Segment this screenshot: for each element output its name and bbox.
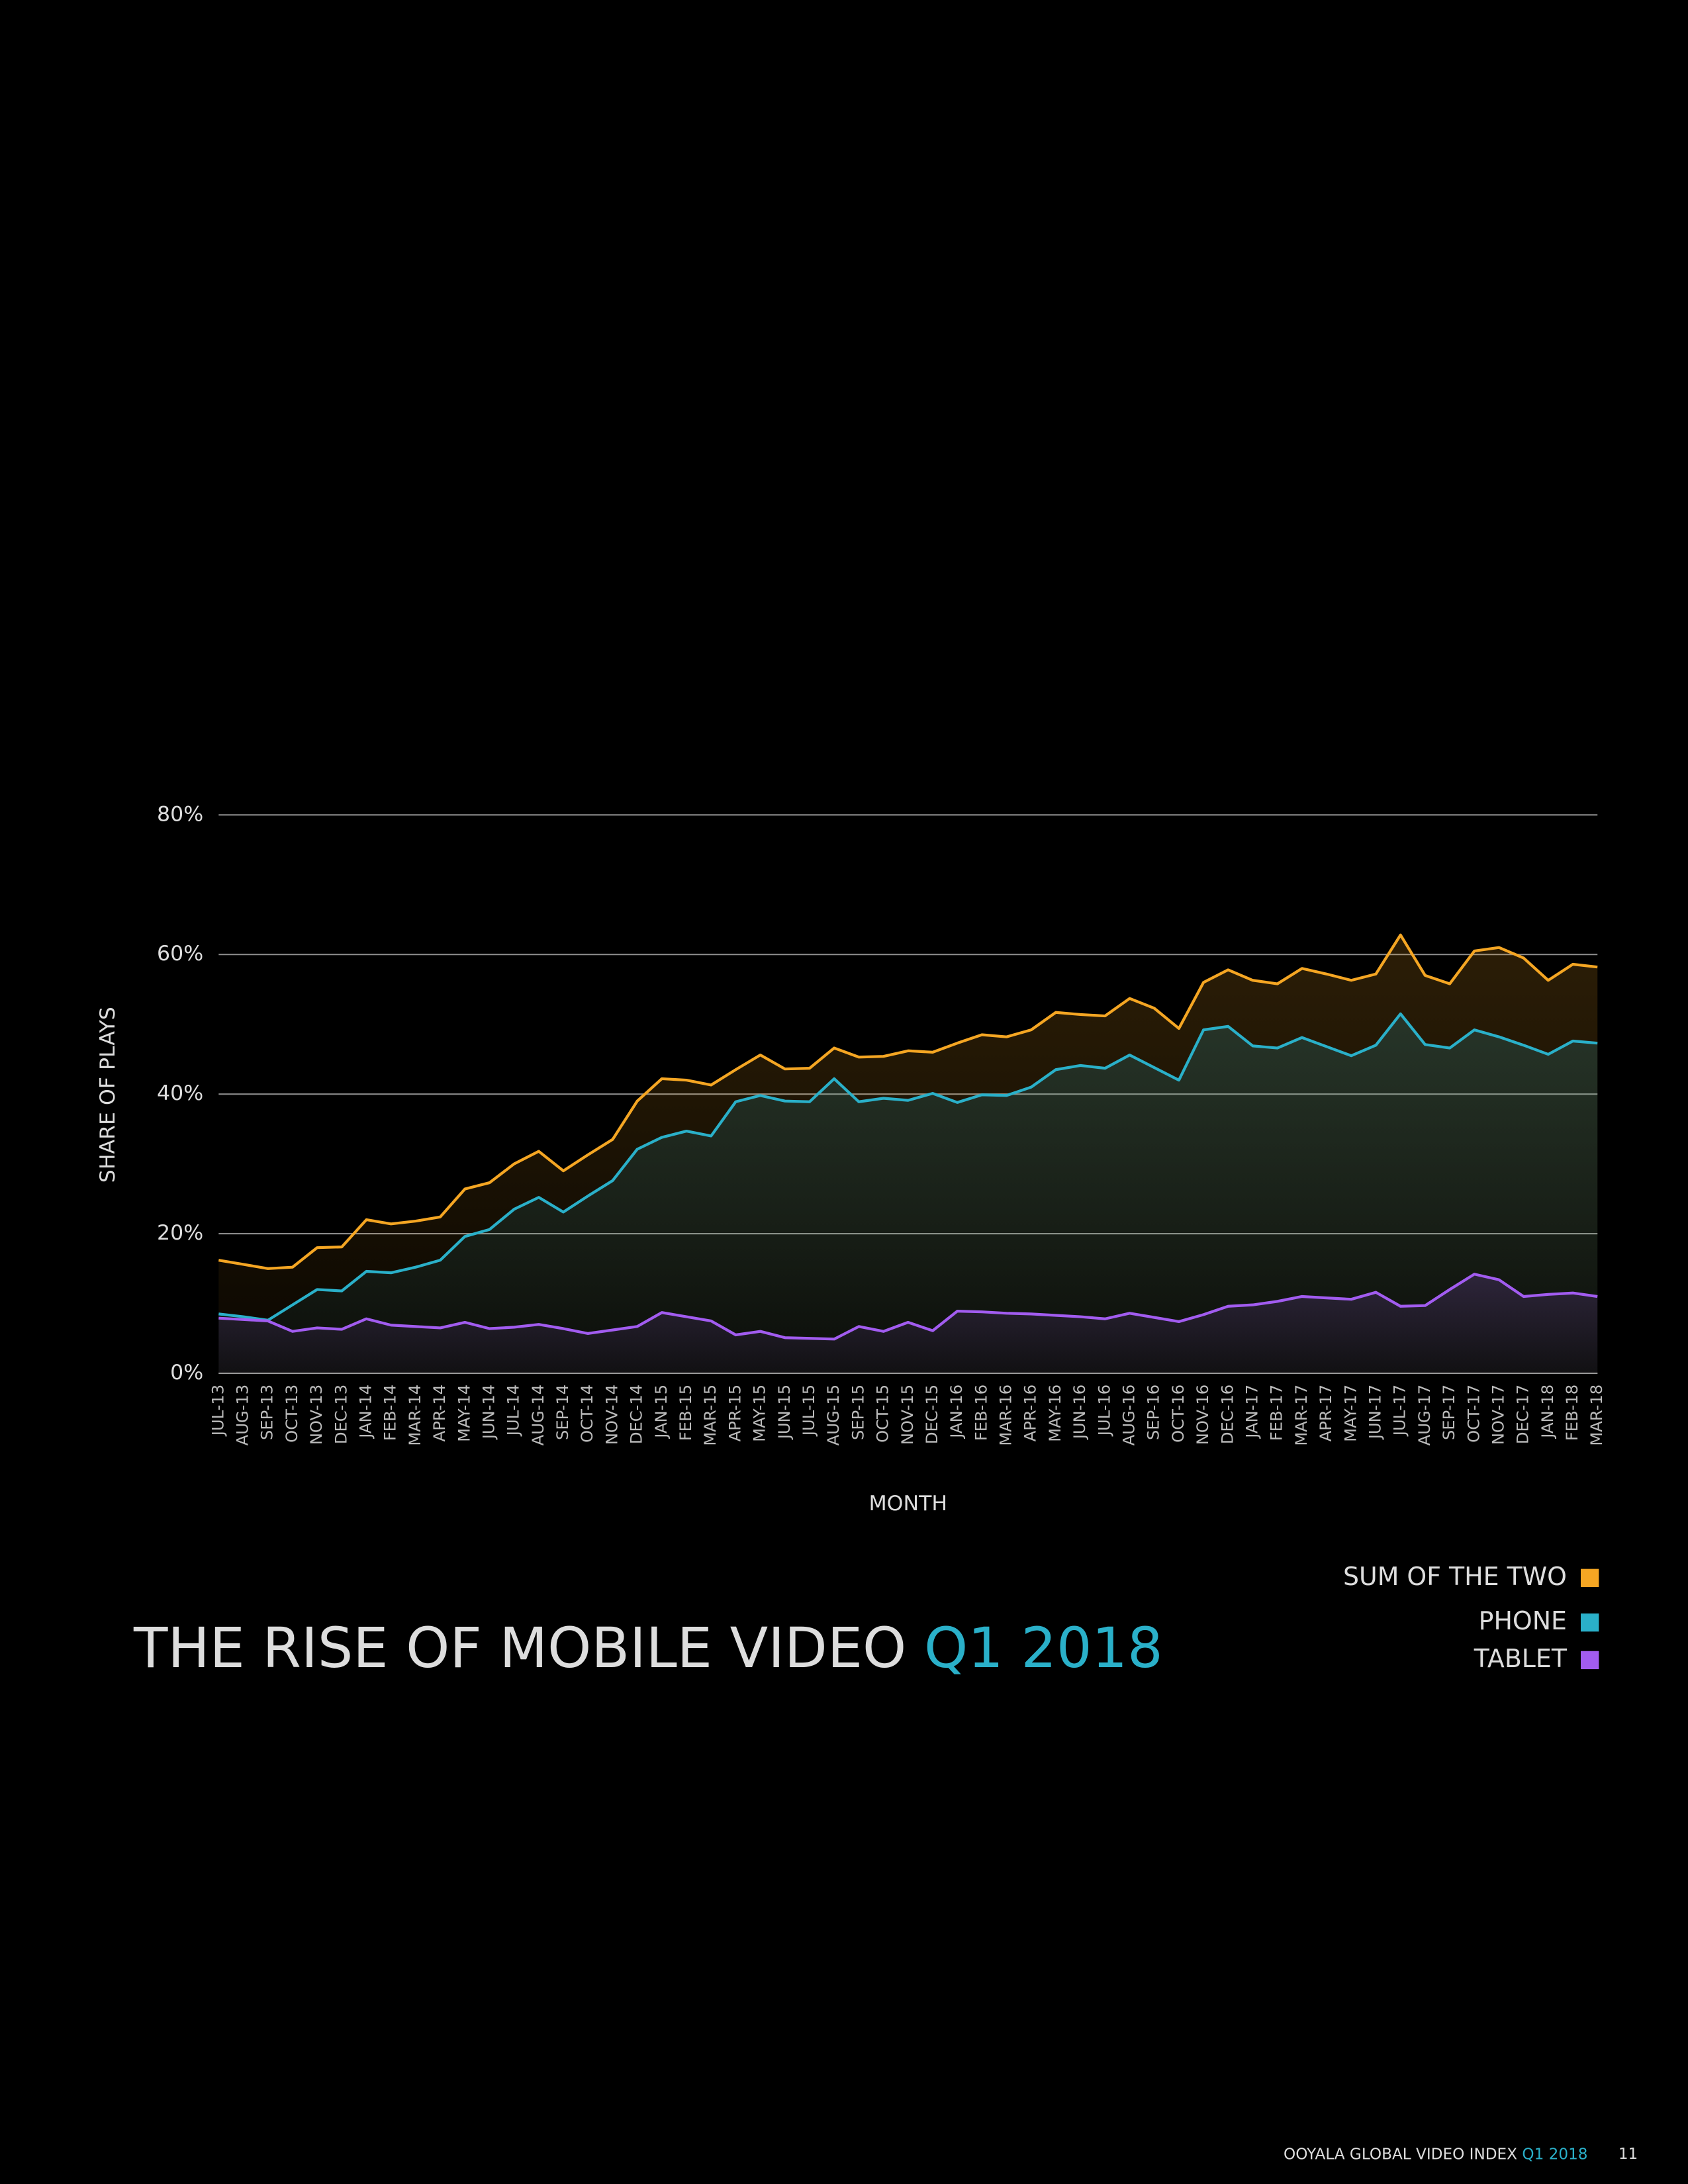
x-tick-label: OCT-13 [283,1385,301,1443]
x-tick-label: JUN-15 [775,1385,794,1440]
x-tick-label: MAR-15 [701,1385,720,1446]
legend-swatch [1580,1613,1599,1632]
y-tick-label: 40% [157,1081,203,1105]
x-tick-label: DEC-14 [628,1385,646,1444]
x-tick-label: JUL-17 [1391,1385,1409,1437]
legend-label: SUM OF THE TWO [1343,1562,1567,1591]
x-tick-label: OCT-16 [1169,1385,1188,1443]
page-number: 11 [1618,2146,1638,2163]
x-tick-label: FEB-18 [1563,1385,1581,1441]
x-tick-label: SEP-16 [1145,1385,1163,1440]
area [218,1013,1598,1373]
line [218,1273,1598,1341]
x-tick-label: FEB-17 [1268,1385,1286,1441]
x-tick-label: FEB-14 [381,1385,400,1441]
x-tick-label: DEC-15 [923,1385,941,1444]
x-tick-label: OCT-15 [874,1385,892,1443]
x-tick-label: SEP-15 [849,1385,867,1440]
footer-text: OOYALA GLOBAL VIDEO INDEX [1284,2146,1517,2163]
x-tick-label: OCT-14 [578,1385,596,1443]
x-axis-label: MONTH [868,1492,947,1516]
legend-swatch [1580,1651,1599,1670]
x-tick-label: NOV-14 [602,1385,621,1445]
line [218,1012,1598,1322]
legend-label: PHONE [1479,1606,1567,1635]
x-tick-label: JUL-16 [1095,1385,1113,1437]
x-tick-label: MAR-18 [1587,1385,1606,1446]
x-tick-label: MAR-14 [406,1385,424,1446]
x-tick-label: JAN-17 [1243,1385,1262,1439]
title-highlight: Q1 2018 [924,1615,1163,1680]
line [218,933,1598,1270]
x-tick-label: MAY-17 [1341,1385,1360,1442]
x-tick-label: NOV-15 [898,1385,917,1445]
x-tick-label: SEP-13 [258,1385,277,1440]
x-tick-label: AUG-16 [1120,1385,1139,1446]
x-tick-label: MAY-14 [455,1385,473,1442]
x-tick-label: DEC-13 [332,1385,350,1444]
chart-title: THE RISE OF MOBILE VIDEO Q1 2018 [133,1615,1163,1680]
x-tick-label: NOV-17 [1489,1385,1507,1445]
legend-swatch [1580,1569,1599,1587]
title-main: THE RISE OF MOBILE VIDEO [133,1615,906,1680]
x-tick-label: APR-16 [1021,1385,1040,1441]
x-tick-label: MAY-15 [751,1385,769,1442]
x-tick-label: AUG-14 [529,1385,547,1446]
x-tick-label: APR-14 [430,1385,449,1441]
x-tick-label: OCT-17 [1464,1385,1483,1443]
x-tick-label: SEP-14 [553,1385,572,1440]
x-tick-label: NOV-13 [307,1385,326,1445]
x-tick-label: FEB-16 [972,1385,990,1441]
y-tick-label: 80% [157,802,203,826]
x-tick-label: JAN-15 [652,1385,671,1439]
x-tick-label: JUN-14 [479,1385,498,1440]
x-tick-label: APR-17 [1317,1385,1335,1441]
x-tick-label: AUG-15 [824,1385,843,1446]
legend-label: TABLET [1474,1644,1568,1673]
x-tick-label: DEC-16 [1218,1385,1237,1444]
y-tick-label: 0% [170,1361,203,1385]
x-tick-label: SEP-17 [1440,1385,1458,1440]
x-tick-label: JAN-18 [1538,1385,1557,1439]
x-tick-label: JAN-16 [947,1385,966,1439]
x-tick-label: MAR-16 [997,1385,1015,1446]
x-tick-label: JUL-15 [800,1385,818,1437]
y-tick-label: 20% [157,1221,203,1245]
x-tick-label: NOV-16 [1194,1385,1212,1445]
x-tick-label: AUG-17 [1415,1385,1434,1446]
x-tick-label: MAR-17 [1292,1385,1311,1446]
x-tick-label: AUG-13 [234,1385,252,1446]
x-tick-label: JUN-16 [1070,1385,1089,1440]
x-tick-label: JAN-14 [356,1385,375,1439]
x-tick-label: DEC-17 [1514,1385,1532,1444]
x-tick-label: APR-15 [726,1385,744,1441]
x-tick-label: JUN-17 [1366,1385,1384,1440]
x-tick-label: FEB-15 [677,1385,695,1441]
x-tick-label: JUL-14 [504,1385,523,1437]
x-tick-label: MAY-16 [1046,1385,1064,1442]
y-axis-label: SHARE OF PLAYS [96,1007,120,1183]
footer: OOYALA GLOBAL VIDEO INDEX Q1 2018 [1284,2146,1587,2163]
x-tick-label: JUL-13 [209,1385,227,1437]
y-tick-label: 60% [157,942,203,966]
footer-highlight: Q1 2018 [1522,2146,1587,2163]
